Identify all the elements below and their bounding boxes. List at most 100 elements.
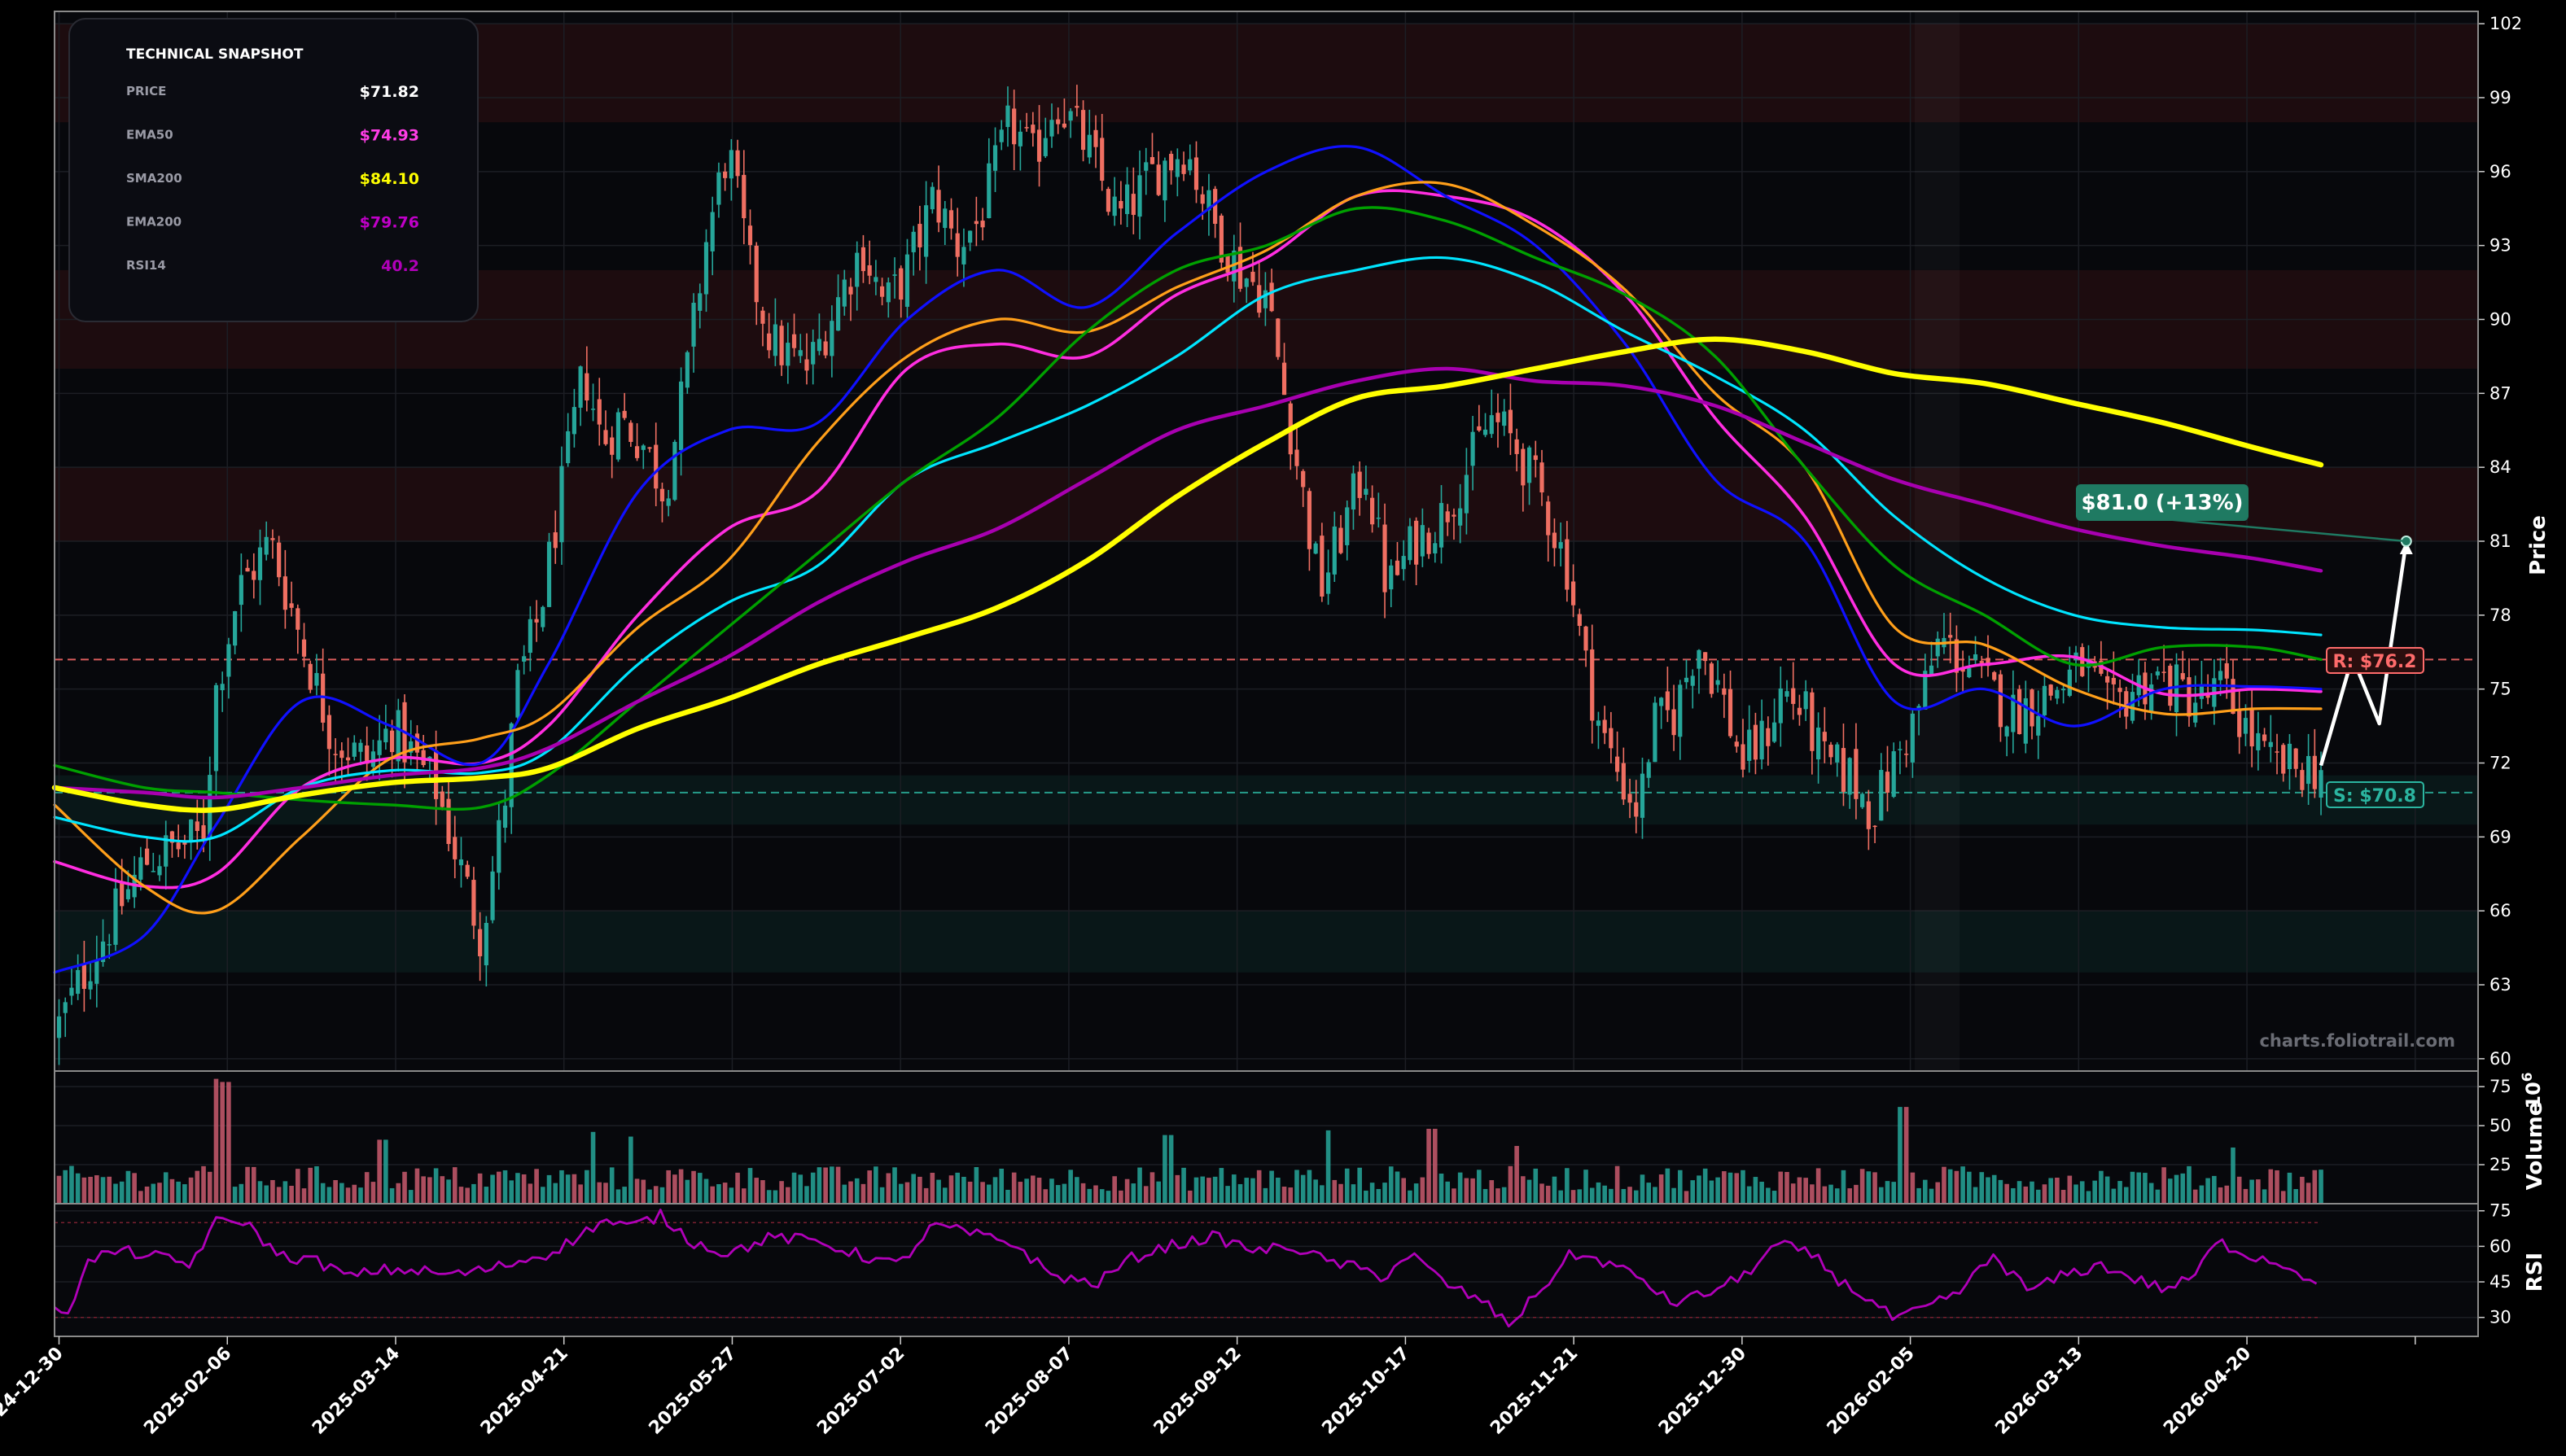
- candle-body: [383, 728, 388, 743]
- volume-bar: [1181, 1167, 1186, 1204]
- volume-bar: [886, 1173, 891, 1204]
- volume-bar: [1697, 1175, 1701, 1204]
- volume-bar: [1351, 1184, 1356, 1204]
- volume-bar: [1898, 1107, 1903, 1204]
- volume-bar: [107, 1176, 112, 1204]
- latest-bar-highlight: [1915, 11, 1960, 1071]
- candle-body: [1979, 661, 1984, 663]
- candle-body: [647, 447, 652, 449]
- candle-body: [2193, 702, 2198, 723]
- volume-bar: [352, 1184, 357, 1204]
- candle-body: [1741, 744, 1745, 770]
- candle-body: [2256, 732, 2261, 750]
- candle-body: [955, 233, 960, 257]
- volume-bar: [1124, 1178, 1130, 1204]
- candle-body: [81, 964, 86, 990]
- candle-body: [2287, 743, 2292, 770]
- volume-bar: [578, 1184, 583, 1204]
- candle-body: [1080, 110, 1086, 151]
- volume-bar: [609, 1167, 615, 1204]
- volume-bar: [2011, 1187, 2016, 1204]
- snapshot-title: TECHNICAL SNAPSHOT: [126, 46, 304, 63]
- candle-body: [1734, 741, 1739, 747]
- candle-body: [899, 268, 904, 300]
- candle-body: [860, 247, 866, 272]
- candle-body: [120, 881, 125, 907]
- moving-average-lines: [51, 145, 2324, 974]
- candle-body: [2174, 664, 2179, 712]
- volume-bar: [515, 1173, 520, 1204]
- candle-body: [823, 341, 828, 356]
- candle-body: [2249, 710, 2254, 747]
- snapshot-label-price: PRICE: [126, 84, 166, 98]
- candle-body: [497, 820, 501, 873]
- volume-bar: [1470, 1178, 1475, 1204]
- candle-body: [1068, 111, 1073, 121]
- candle-body: [1414, 520, 1419, 565]
- volume-bar: [94, 1175, 99, 1204]
- volume-bar: [1408, 1190, 1412, 1204]
- volume-bar: [874, 1166, 878, 1204]
- volume-bar: [798, 1174, 804, 1204]
- volume-bar: [1193, 1177, 1199, 1204]
- candle-body: [578, 366, 583, 408]
- candle-body: [157, 866, 162, 876]
- volume-bar: [1087, 1188, 1093, 1204]
- candle-body: [534, 619, 539, 623]
- candle-body: [1131, 194, 1136, 216]
- volume-bar: [2205, 1178, 2210, 1204]
- volume-bar: [1464, 1178, 1469, 1204]
- candle-body: [94, 960, 99, 984]
- volume-bar: [358, 1187, 363, 1204]
- candle-body: [490, 871, 495, 920]
- snapshot-value-ema200: $79.76: [360, 214, 419, 232]
- volume-bar: [628, 1136, 633, 1204]
- rsi-axis-label: RSI: [2523, 1253, 2547, 1292]
- candle-body: [396, 710, 401, 762]
- candle-body: [553, 532, 558, 549]
- volume-bar: [1288, 1187, 1294, 1204]
- volume-bar: [1872, 1172, 1877, 1204]
- candle-body: [478, 929, 483, 956]
- volume-bar: [75, 1173, 81, 1204]
- rsi-grid: [55, 1209, 2478, 1318]
- volume-bar: [2168, 1178, 2173, 1204]
- volume-tick-label: 25: [2489, 1155, 2511, 1174]
- candle-body: [63, 1002, 68, 1013]
- candle-body: [1206, 190, 1211, 211]
- candle-body: [1935, 638, 1940, 657]
- volume-bar: [691, 1170, 696, 1204]
- volume-bar: [603, 1183, 608, 1204]
- candle-body: [948, 210, 954, 229]
- candle-body: [1640, 773, 1645, 818]
- volume-bar: [773, 1190, 778, 1204]
- candle-body: [585, 373, 589, 401]
- candle-body: [571, 407, 577, 435]
- candle-body: [1156, 164, 1161, 195]
- volume-bar: [1388, 1166, 1394, 1204]
- rsi-line: [54, 1209, 2318, 1328]
- price-tick-label: 84: [2489, 457, 2511, 477]
- candle-body: [1879, 770, 1884, 821]
- volume-bar: [2016, 1181, 2022, 1204]
- volume-bar: [854, 1178, 860, 1204]
- candle-body: [1583, 626, 1588, 651]
- candle-body: [1753, 724, 1758, 760]
- candle-body: [754, 245, 759, 303]
- volume-bar: [1771, 1191, 1777, 1204]
- candle-body: [1621, 763, 1626, 800]
- candle-body: [566, 431, 571, 464]
- volume-bar: [1263, 1187, 1268, 1204]
- volume-bar: [1501, 1187, 1507, 1204]
- candle-body: [634, 446, 640, 458]
- candle-body: [270, 538, 275, 540]
- volume-bar: [440, 1176, 445, 1204]
- candle-body: [1854, 749, 1859, 799]
- support-zone: [55, 775, 2478, 825]
- candle-body: [1609, 728, 1614, 749]
- volume-bar: [1903, 1107, 1909, 1204]
- volume-bar: [119, 1181, 125, 1204]
- candle-body: [691, 302, 696, 347]
- candle-body: [409, 741, 414, 753]
- volume-bar: [697, 1173, 703, 1204]
